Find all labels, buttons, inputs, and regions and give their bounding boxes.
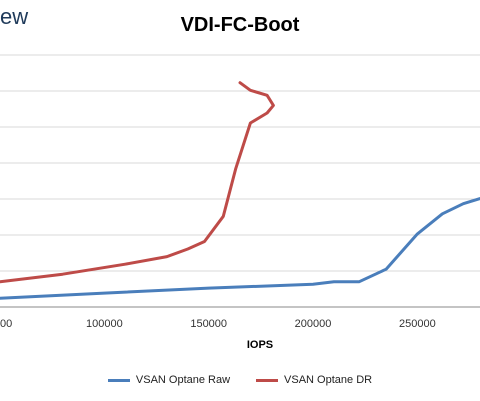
x-tick-labels: 100000 150000 200000 250000 00	[0, 318, 436, 330]
x-tick-label: 200000	[295, 318, 332, 330]
legend-item-dr: VSAN Optane DR	[256, 374, 372, 386]
legend-swatch-dr	[256, 378, 279, 382]
chart-title: VDI-FC-Boot	[180, 14, 300, 36]
legend: VSAN Optane Raw VSAN Optane DR	[0, 374, 480, 386]
x-tick-label: 250000	[399, 318, 436, 330]
series-line-1	[0, 81, 275, 284]
gridlines	[0, 54, 480, 308]
series-line-0	[0, 197, 480, 300]
x-tick-label: 150000	[190, 318, 227, 330]
x-axis-label: IOPS	[247, 339, 273, 351]
x-tick-label-cropped: 00	[0, 318, 12, 330]
legend-item-raw: VSAN Optane Raw	[107, 374, 231, 386]
legend-label-raw: VSAN Optane Raw	[135, 374, 231, 386]
series-layer	[0, 81, 480, 300]
legend-swatch-raw	[107, 378, 130, 382]
x-tick-label: 100000	[86, 318, 123, 330]
legend-label-dr: VSAN Optane DR	[284, 374, 373, 386]
logo-text: ew	[0, 4, 29, 29]
